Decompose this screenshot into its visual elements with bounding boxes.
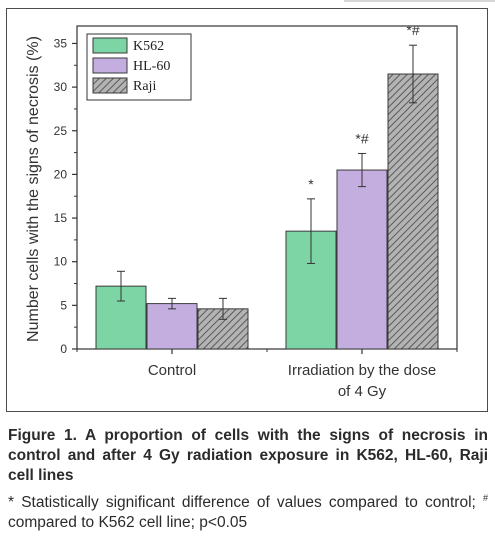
- legend: K562 HL-60 Raji: [86, 33, 192, 101]
- legend-swatch: [92, 57, 128, 74]
- bar-hl-60: [336, 169, 388, 350]
- legend-label: Raji: [133, 79, 156, 94]
- legend-swatch: [92, 77, 128, 94]
- necrosis-bar-chart: 0 5 10 15 20 25 30 35 Control Irradiation by the…: [25, 22, 458, 400]
- note-star-mark: *: [8, 494, 15, 512]
- legend-label: HL-60: [133, 59, 170, 74]
- bars-group: * *# *#: [95, 22, 439, 350]
- y-tick-label: 25: [54, 124, 68, 138]
- x-axis: Control Irradiation by the dose of 4 Gy: [76, 349, 458, 400]
- significance-mark: *: [308, 176, 314, 192]
- x-category-label: Control: [148, 362, 196, 379]
- significance-mark: *#: [406, 22, 419, 38]
- top-divider-line: [344, 0, 495, 2]
- caption-title: Figure 1. A proportion of cells with the…: [8, 427, 488, 484]
- y-axis: 0 5 10 15 20 25 30 35: [54, 36, 77, 356]
- y-tick-label: 0: [60, 342, 67, 356]
- y-tick-label: 10: [54, 255, 68, 269]
- legend-label: K562: [133, 39, 164, 54]
- legend-swatch: [92, 37, 128, 54]
- y-axis-label: Number cells with the signs of necrosis …: [25, 36, 42, 342]
- x-category-label: Irradiation by the dose: [288, 362, 436, 379]
- caption-note: * Statistically significant difference o…: [8, 488, 488, 533]
- note-significance-text: Statistically significant difference of …: [14, 494, 483, 512]
- bar-raji: [387, 73, 439, 350]
- y-tick-label: 5: [60, 298, 67, 312]
- y-tick-label: 30: [54, 80, 68, 94]
- note-reference-text: compared to K562 cell line; p<0.05: [8, 514, 248, 532]
- y-tick-label: 15: [54, 211, 68, 225]
- significance-mark: *#: [355, 130, 368, 146]
- y-tick-label: 35: [54, 36, 68, 50]
- x-category-label: of 4 Gy: [338, 383, 387, 400]
- y-tick-label: 20: [54, 167, 68, 181]
- bar-hl-60: [146, 303, 198, 350]
- figure-caption: Figure 1. A proportion of cells with the…: [8, 426, 488, 533]
- note-hash-mark: #: [482, 493, 488, 503]
